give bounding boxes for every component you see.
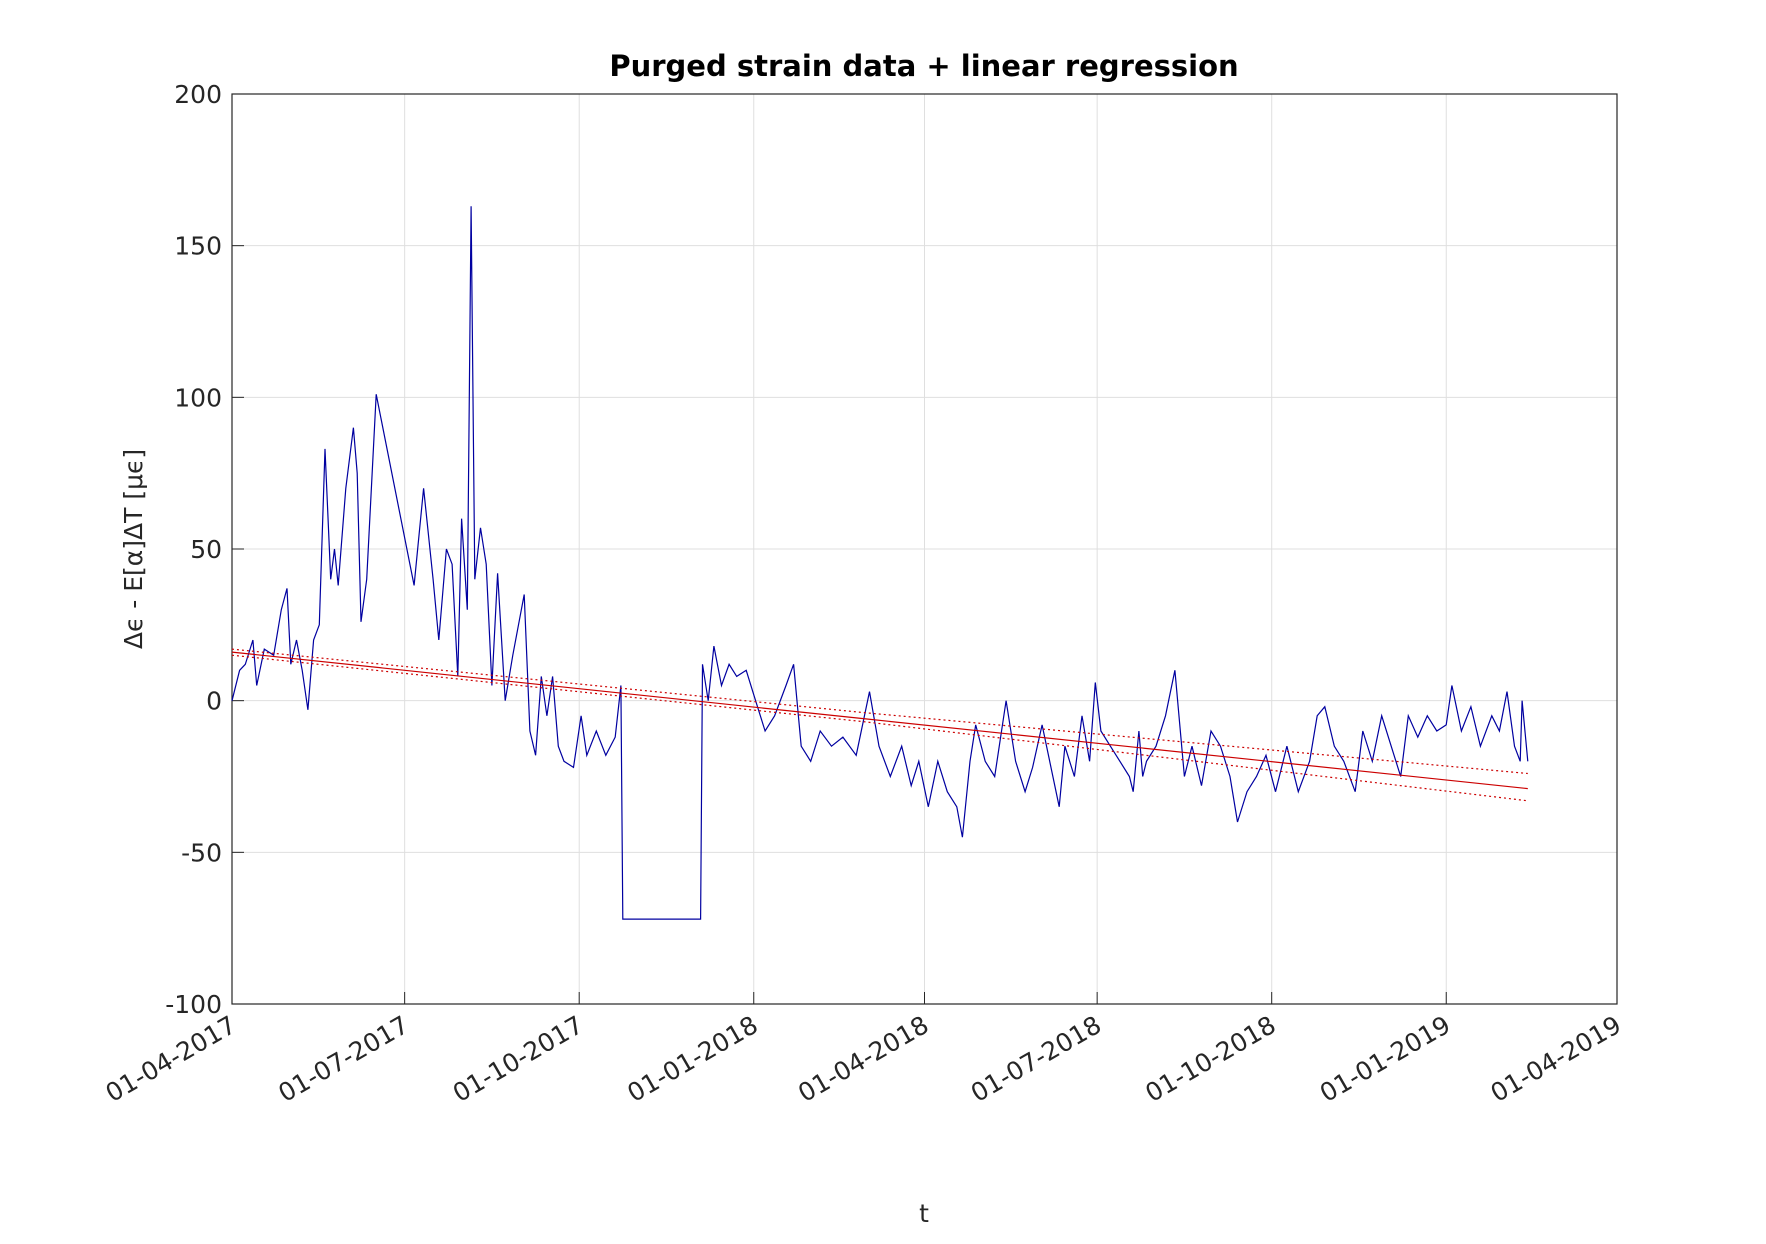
y-tick-label: 150	[174, 232, 222, 261]
series-line	[231, 206, 1529, 920]
y-tick-label: -100	[165, 990, 222, 1019]
y-tick-label: 0	[206, 687, 222, 716]
series-line	[231, 648, 1528, 775]
y-tick-label: 50	[190, 535, 222, 564]
x-tick-label: 01-04-2018	[793, 1010, 933, 1108]
x-tick-label: 01-04-2017	[101, 1010, 241, 1108]
x-tick-label: 01-07-2017	[273, 1010, 413, 1108]
x-tick-label: 01-01-2018	[622, 1010, 762, 1108]
x-tick-label: 01-07-2018	[966, 1010, 1106, 1108]
x-tick-label: 01-10-2018	[1140, 1010, 1280, 1108]
x-tick-label: 01-01-2019	[1315, 1010, 1455, 1108]
y-tick-label: 200	[174, 80, 222, 109]
y-tick-label: 100	[174, 383, 222, 412]
x-tick-label: 01-10-2017	[448, 1010, 588, 1108]
series-line	[231, 651, 1528, 790]
y-axis-label: Δϵ - E[α]ΔT [μϵ]	[119, 449, 148, 649]
y-tick-label: -50	[181, 838, 222, 867]
x-axis-label: t	[919, 1199, 929, 1228]
chart-title: Purged strain data + linear regression	[609, 49, 1238, 83]
x-tick-label: 01-04-2019	[1486, 1010, 1626, 1108]
series-line	[231, 654, 1528, 802]
plot-frame	[231, 93, 1618, 1005]
